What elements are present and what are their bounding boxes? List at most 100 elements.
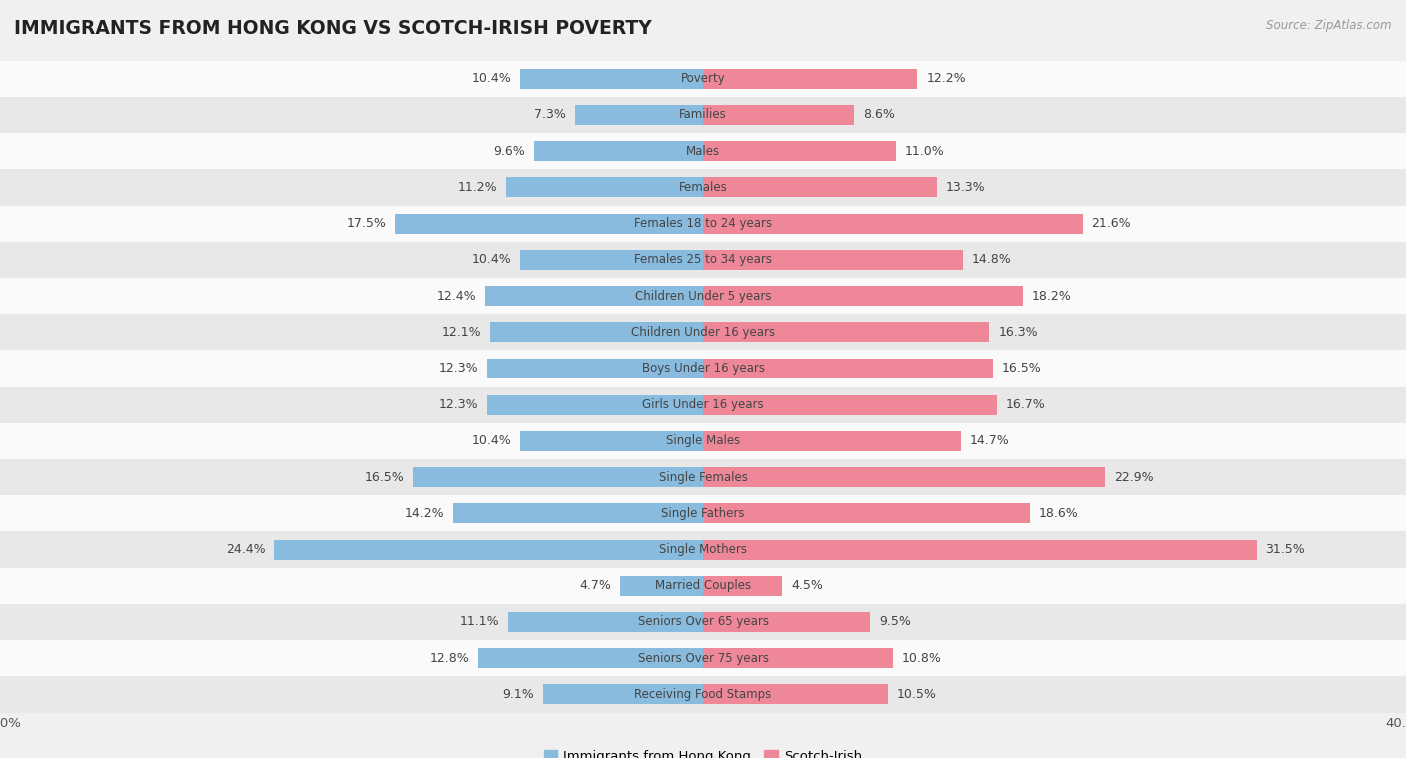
Bar [0,205,1406,242]
Text: 10.4%: 10.4% [471,434,512,447]
Bar [520,250,703,270]
Text: 18.6%: 18.6% [1039,507,1078,520]
Text: 14.2%: 14.2% [405,507,444,520]
Bar [395,214,703,233]
Text: Families: Families [679,108,727,121]
Text: 10.8%: 10.8% [901,652,942,665]
Text: 9.6%: 9.6% [494,145,526,158]
Text: 22.9%: 22.9% [1114,471,1154,484]
Text: 24.4%: 24.4% [226,543,266,556]
Bar [703,503,1029,523]
Text: 12.8%: 12.8% [429,652,470,665]
Text: Single Fathers: Single Fathers [661,507,745,520]
Text: Males: Males [686,145,720,158]
Text: 31.5%: 31.5% [1265,543,1305,556]
Bar [0,278,1406,314]
Text: 14.8%: 14.8% [972,253,1012,266]
Bar [575,105,703,125]
Text: 18.2%: 18.2% [1032,290,1071,302]
Bar [520,69,703,89]
Text: Single Males: Single Males [666,434,740,447]
Bar [703,576,782,596]
Bar [703,69,917,89]
Text: 14.7%: 14.7% [970,434,1010,447]
Text: 16.5%: 16.5% [1001,362,1042,375]
Text: 7.3%: 7.3% [534,108,565,121]
Text: 10.4%: 10.4% [471,253,512,266]
Bar [506,177,703,197]
Bar [0,350,1406,387]
Text: 10.5%: 10.5% [897,688,936,701]
Bar [0,640,1406,676]
Bar [703,105,855,125]
Bar [703,395,997,415]
Bar [413,467,703,487]
Bar [534,141,703,161]
Bar [478,648,703,668]
Legend: Immigrants from Hong Kong, Scotch-Irish: Immigrants from Hong Kong, Scotch-Irish [538,744,868,758]
Bar [703,540,1257,559]
Bar [543,684,703,704]
Text: Females: Females [679,181,727,194]
Bar [703,467,1105,487]
Bar [491,322,703,342]
Bar [703,141,897,161]
Text: 12.3%: 12.3% [439,398,478,411]
Bar [485,286,703,306]
Bar [0,61,1406,97]
Bar [703,431,962,451]
Text: 11.0%: 11.0% [905,145,945,158]
Bar [703,684,887,704]
Text: 11.1%: 11.1% [460,615,499,628]
Bar [0,676,1406,713]
Bar [703,612,870,632]
Bar [703,177,936,197]
Bar [0,459,1406,495]
Bar [620,576,703,596]
Text: 11.2%: 11.2% [458,181,498,194]
Bar [508,612,703,632]
Text: 16.5%: 16.5% [364,471,405,484]
Text: 12.1%: 12.1% [441,326,481,339]
Text: 4.5%: 4.5% [790,579,823,592]
Bar [0,495,1406,531]
Bar [0,531,1406,568]
Bar [486,395,703,415]
Text: Single Females: Single Females [658,471,748,484]
Bar [0,568,1406,604]
Text: Females 25 to 34 years: Females 25 to 34 years [634,253,772,266]
Bar [0,423,1406,459]
Bar [0,604,1406,640]
Bar [520,431,703,451]
Text: 16.3%: 16.3% [998,326,1038,339]
Bar [0,387,1406,423]
Text: 4.7%: 4.7% [579,579,612,592]
Text: 9.1%: 9.1% [502,688,534,701]
Text: Children Under 16 years: Children Under 16 years [631,326,775,339]
Text: Females 18 to 24 years: Females 18 to 24 years [634,217,772,230]
Text: Receiving Food Stamps: Receiving Food Stamps [634,688,772,701]
Bar [703,359,993,378]
Text: 21.6%: 21.6% [1091,217,1130,230]
Text: 12.3%: 12.3% [439,362,478,375]
Text: Seniors Over 65 years: Seniors Over 65 years [637,615,769,628]
Bar [703,214,1083,233]
Text: 12.4%: 12.4% [437,290,477,302]
Bar [703,322,990,342]
Text: Married Couples: Married Couples [655,579,751,592]
Bar [0,133,1406,169]
Bar [0,169,1406,205]
Bar [703,648,893,668]
Text: Poverty: Poverty [681,72,725,85]
Text: 13.3%: 13.3% [945,181,986,194]
Text: 8.6%: 8.6% [863,108,894,121]
Bar [703,250,963,270]
Text: Source: ZipAtlas.com: Source: ZipAtlas.com [1267,19,1392,32]
Text: 9.5%: 9.5% [879,615,911,628]
Text: IMMIGRANTS FROM HONG KONG VS SCOTCH-IRISH POVERTY: IMMIGRANTS FROM HONG KONG VS SCOTCH-IRIS… [14,19,652,38]
Bar [0,97,1406,133]
Text: Boys Under 16 years: Boys Under 16 years [641,362,765,375]
Text: 16.7%: 16.7% [1005,398,1045,411]
Text: Seniors Over 75 years: Seniors Over 75 years [637,652,769,665]
Text: 17.5%: 17.5% [347,217,387,230]
